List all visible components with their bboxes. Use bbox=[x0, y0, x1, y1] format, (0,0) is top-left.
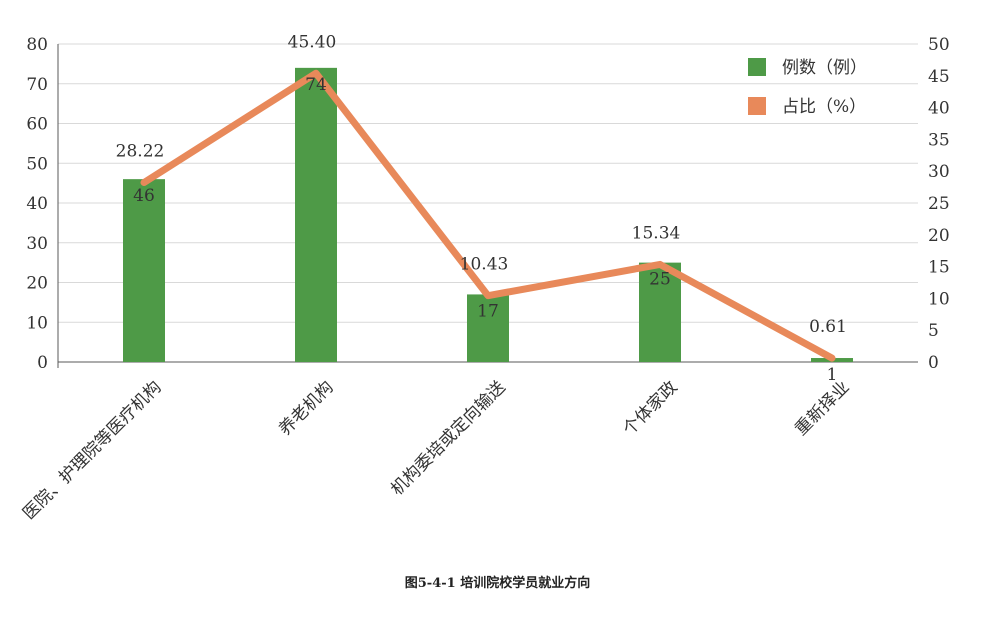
y-left-tick-label: 30 bbox=[26, 234, 48, 254]
legend-swatch-bar bbox=[748, 58, 766, 76]
line-data-label: 45.40 bbox=[288, 32, 337, 52]
y-right-tick-label: 5 bbox=[928, 321, 939, 341]
y-right-tick-label: 15 bbox=[928, 258, 950, 278]
line-series-path bbox=[140, 69, 836, 362]
y-right-tick-label: 10 bbox=[928, 289, 950, 309]
x-category-label: 个体家政 bbox=[619, 377, 681, 439]
y-left-tick-label: 10 bbox=[26, 313, 48, 333]
line-data-label: 10.43 bbox=[460, 255, 509, 275]
bar-data-label: 74 bbox=[305, 75, 327, 95]
legend: 例数（例） 占比（%） bbox=[748, 58, 867, 117]
y-left-tick-label: 70 bbox=[26, 75, 48, 95]
legend-label-line: 占比（%） bbox=[782, 97, 866, 117]
y-left-tick-label: 60 bbox=[26, 115, 48, 135]
x-category-label: 医院、护理院等医疗机构 bbox=[19, 377, 165, 523]
y-left-tick-label: 50 bbox=[26, 154, 48, 174]
y-right-tick-label: 40 bbox=[928, 99, 950, 119]
gridlines bbox=[58, 43, 918, 323]
x-category-label: 机构委培或定向输送 bbox=[387, 377, 509, 499]
chart-caption: 图5-4-1 培训院校学员就业方向 bbox=[404, 576, 591, 591]
bar bbox=[639, 262, 681, 362]
line-data-label: 15.34 bbox=[632, 223, 681, 243]
legend-label-bar: 例数（例） bbox=[782, 58, 867, 78]
y-right-tick-label: 20 bbox=[928, 226, 950, 246]
x-category-label: 重新择业 bbox=[791, 377, 853, 439]
bar bbox=[295, 67, 337, 362]
y-right-tick-label: 45 bbox=[928, 67, 950, 87]
line-data-label: 28.22 bbox=[116, 142, 165, 162]
legend-swatch-line bbox=[748, 97, 766, 115]
bar bbox=[467, 294, 509, 362]
x-category-label: 养老机构 bbox=[275, 377, 337, 439]
bar-data-label: 17 bbox=[477, 301, 499, 321]
line-series bbox=[140, 69, 836, 362]
y-left-tick-label: 0 bbox=[37, 353, 48, 373]
y-left-tick-label: 40 bbox=[26, 194, 48, 214]
bar-series bbox=[123, 67, 853, 362]
y-right-tick-label: 0 bbox=[928, 353, 939, 373]
line-data-label: 0.61 bbox=[809, 317, 847, 337]
y-right-tick-label: 50 bbox=[928, 35, 950, 55]
bar-data-label: 1 bbox=[827, 365, 838, 385]
y-left-tick-label: 20 bbox=[26, 274, 48, 294]
bar-data-label: 46 bbox=[133, 186, 155, 206]
y-right-tick-label: 35 bbox=[928, 130, 950, 150]
bar bbox=[123, 179, 165, 362]
data-labels: 46 74 17 25 1 28.22 45.40 10.43 15.34 0.61 bbox=[116, 32, 847, 385]
y-left-tick-label: 80 bbox=[26, 35, 48, 55]
y-right-tick-label: 30 bbox=[928, 162, 950, 182]
bar-data-label: 25 bbox=[649, 270, 671, 290]
y-right-tick-label: 25 bbox=[928, 194, 950, 214]
